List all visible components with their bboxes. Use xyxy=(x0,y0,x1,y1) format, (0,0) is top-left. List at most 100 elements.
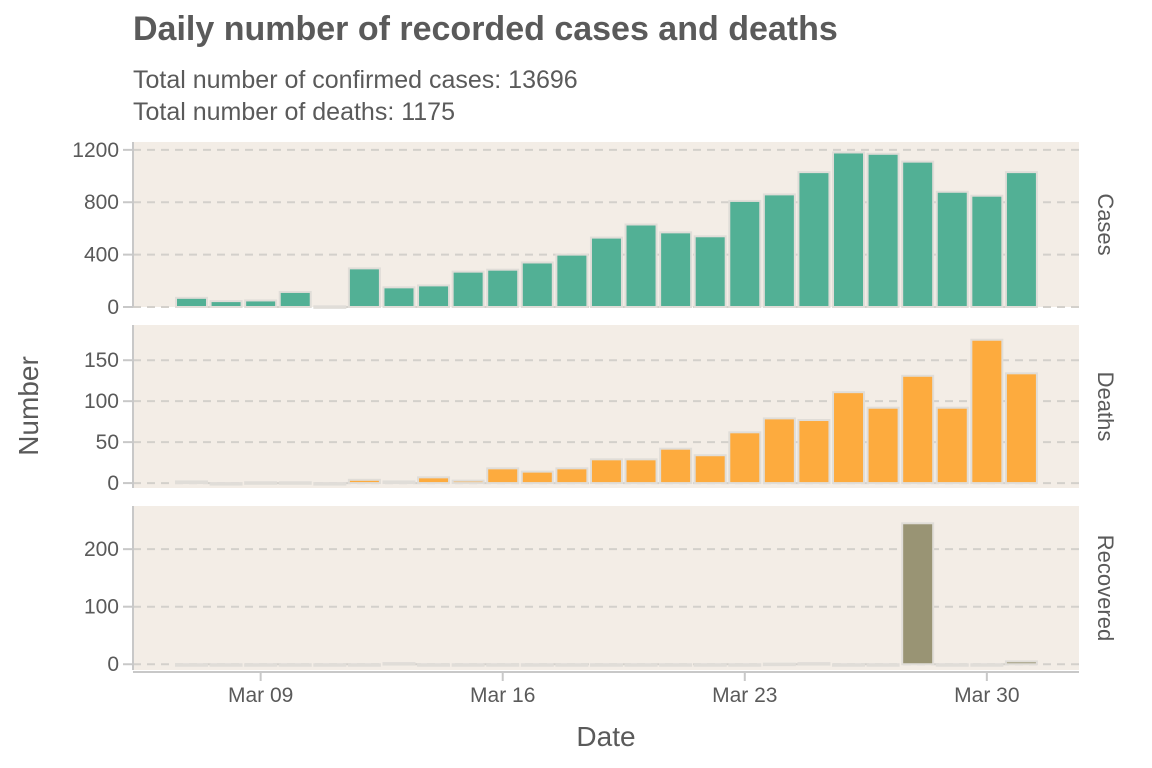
cases-bar xyxy=(175,296,208,309)
cases-bar xyxy=(244,299,278,309)
recovered-bar xyxy=(486,663,520,667)
deaths-bar xyxy=(244,481,278,485)
recovered-bar xyxy=(1004,660,1038,666)
deaths-bar xyxy=(347,478,381,485)
deaths-bar xyxy=(486,467,520,485)
recovered-bar xyxy=(693,663,727,667)
deaths-bar xyxy=(728,431,762,485)
x-tick-label: Mar 09 xyxy=(228,684,293,707)
facet-strip-recovered: Recovered xyxy=(1093,535,1118,641)
subtitle-total-deaths: Total number of deaths: 1175 xyxy=(133,98,455,126)
recovered-bar xyxy=(313,663,347,667)
facet-strip-deaths: Deaths xyxy=(1093,372,1118,442)
deaths-bar xyxy=(659,447,693,485)
cases-bar xyxy=(935,190,969,308)
deaths-bar xyxy=(175,480,208,485)
deaths-bar xyxy=(589,458,623,485)
deaths-bar xyxy=(1004,372,1038,485)
cases-bar xyxy=(832,151,866,308)
cases-bar xyxy=(728,199,762,308)
deaths-bar xyxy=(417,476,451,485)
recovered-bar xyxy=(451,663,485,667)
recovered-bar xyxy=(244,663,278,667)
y-tick-label: 0 xyxy=(107,472,119,495)
recovered-bar xyxy=(728,663,762,667)
deaths-bar xyxy=(693,454,727,485)
y-axis-title: Number xyxy=(13,356,44,456)
cases-bar xyxy=(1004,171,1038,308)
cases-bar xyxy=(659,231,693,309)
cases-bar xyxy=(693,235,727,309)
recovered-bar xyxy=(520,663,554,667)
cases-bar xyxy=(762,193,796,308)
cases-bar xyxy=(901,160,935,308)
y-tick-label: 800 xyxy=(84,191,119,214)
deaths-bar xyxy=(624,458,658,485)
y-tick-label: 200 xyxy=(84,538,119,561)
recovered-bar xyxy=(832,663,866,667)
deaths-bar xyxy=(451,479,485,485)
x-axis-title: Date xyxy=(576,721,635,752)
y-tick-label: 400 xyxy=(84,244,119,267)
recovered-bar xyxy=(417,663,451,667)
recovered-bar xyxy=(659,663,693,667)
cases-bar xyxy=(451,270,485,308)
recovered-bar xyxy=(624,663,658,667)
y-tick-label: 0 xyxy=(107,296,119,319)
cases-bar xyxy=(209,300,243,309)
deaths-bar xyxy=(832,391,866,485)
deaths-bar xyxy=(901,374,935,485)
facet-strip-cases: Cases xyxy=(1093,193,1118,255)
y-tick-label: 50 xyxy=(96,431,119,454)
x-tick-label: Mar 16 xyxy=(470,684,535,707)
x-tick-label: Mar 23 xyxy=(712,684,777,707)
cases-bar xyxy=(382,286,416,309)
deaths-bar xyxy=(209,482,243,486)
deaths-bar xyxy=(935,406,969,485)
y-tick-label: 1200 xyxy=(72,139,119,162)
cases-bar xyxy=(797,171,831,308)
recovered-bar xyxy=(797,662,831,666)
cases-bar xyxy=(589,236,623,309)
deaths-bar xyxy=(382,480,416,485)
deaths-bar xyxy=(278,481,312,485)
y-tick-label: 0 xyxy=(107,653,119,676)
x-tick-label: Mar 30 xyxy=(954,684,1019,707)
deaths-bar xyxy=(970,338,1004,485)
deaths-bar xyxy=(313,482,347,486)
panel-background-recovered xyxy=(133,506,1079,670)
y-tick-label: 150 xyxy=(84,349,119,372)
y-tick-label: 100 xyxy=(84,390,119,413)
cases-bar xyxy=(555,253,589,308)
cases-bar xyxy=(313,305,347,309)
recovered-bar xyxy=(762,662,796,667)
deaths-bar xyxy=(520,470,554,485)
cases-bar xyxy=(520,261,554,309)
recovered-bar xyxy=(278,663,312,667)
recovered-bar xyxy=(209,663,243,667)
deaths-bar xyxy=(555,467,589,485)
recovered-bar xyxy=(935,663,969,667)
deaths-bar xyxy=(762,417,796,485)
recovered-bar xyxy=(866,663,900,667)
cases-bar xyxy=(624,223,658,308)
recovered-bar xyxy=(347,663,381,667)
cases-bar xyxy=(970,194,1004,308)
chart-title: Daily number of recorded cases and death… xyxy=(133,10,838,48)
recovered-bar xyxy=(175,663,208,667)
y-tick-label: 100 xyxy=(84,596,119,619)
deaths-bar xyxy=(797,419,831,485)
recovered-bar xyxy=(555,663,589,667)
deaths-bar xyxy=(866,406,900,485)
recovered-bar xyxy=(589,663,623,667)
cases-bar xyxy=(278,290,312,309)
recovered-bar xyxy=(382,662,416,666)
subtitle-total-cases: Total number of confirmed cases: 13696 xyxy=(133,66,578,94)
cases-bar xyxy=(486,268,520,308)
cases-bar xyxy=(417,284,451,308)
cases-bar xyxy=(866,152,900,308)
recovered-bar xyxy=(970,663,1004,667)
recovered-bar xyxy=(901,522,935,666)
